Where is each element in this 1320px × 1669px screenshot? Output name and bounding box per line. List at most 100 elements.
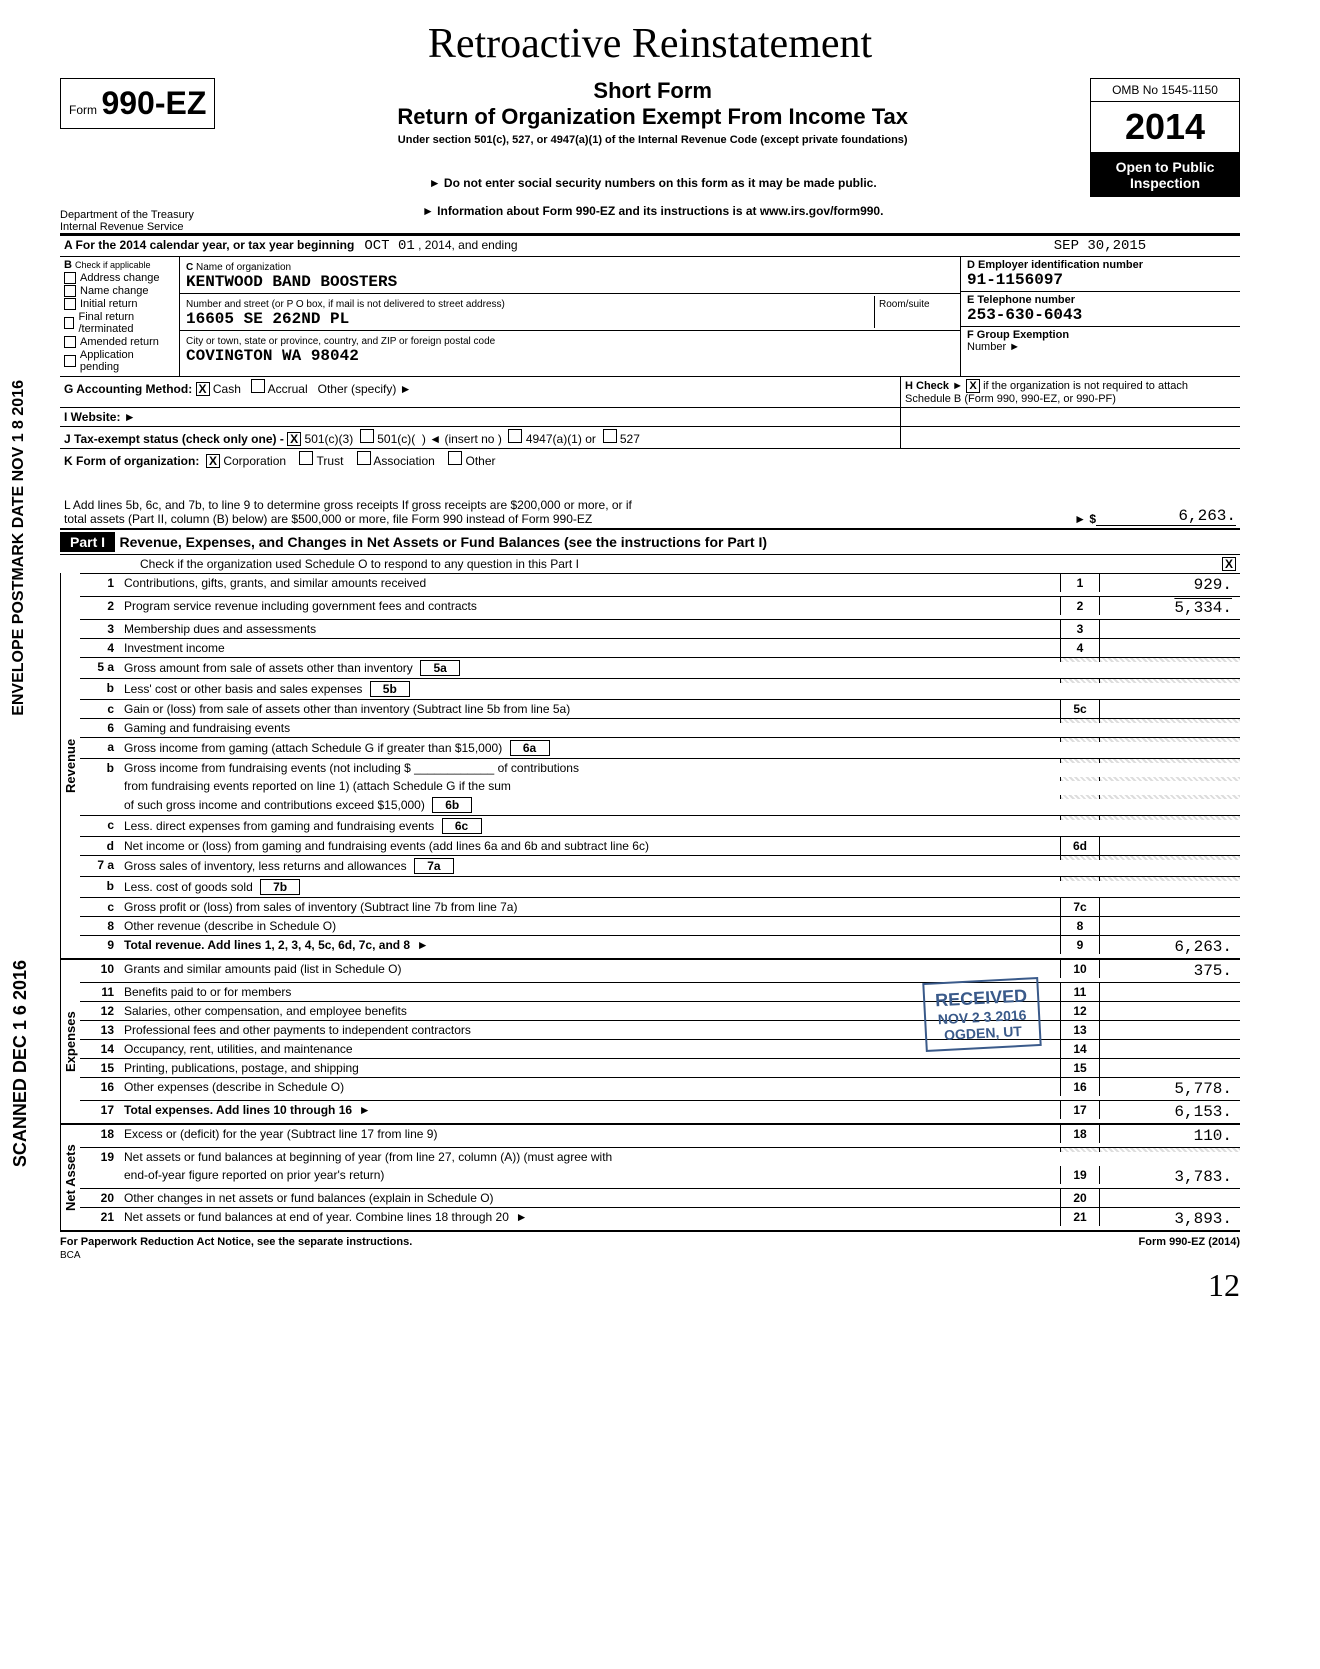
- ln6-no: 6: [80, 719, 120, 737]
- section-b-checkboxes: B Check if applicable Address change Nam…: [60, 257, 180, 376]
- short-form-title: Short Form: [235, 78, 1070, 104]
- ln3-rn: 3: [1060, 620, 1100, 638]
- ln16-rn: 16: [1060, 1078, 1100, 1096]
- ln14-amt: [1100, 1040, 1240, 1044]
- checkbox-corp[interactable]: X: [206, 454, 220, 468]
- cb-init: Initial return: [80, 298, 137, 310]
- k-other: Other: [465, 454, 495, 468]
- checkbox-accrual[interactable]: [251, 379, 265, 393]
- netassets-label: Net Assets: [60, 1125, 80, 1230]
- part1-check-line: Check if the organization used Schedule …: [140, 557, 1222, 571]
- ln6b2-txt: from fundraising events reported on line…: [120, 777, 1060, 795]
- ln11-txt: Benefits paid to or for members: [120, 983, 1060, 1001]
- g-accrual: Accrual: [268, 382, 308, 396]
- ln7b-no: b: [80, 877, 120, 895]
- ln3-no: 3: [80, 620, 120, 638]
- ln13-amt: [1100, 1021, 1240, 1025]
- checkbox-initial-return[interactable]: [64, 298, 76, 310]
- under-section: Under section 501(c), 527, or 4947(a)(1)…: [235, 134, 1070, 146]
- info-link-line: ► Information about Form 990-EZ and its …: [235, 204, 1070, 218]
- ln2-amt: 5,334.: [1100, 597, 1240, 619]
- j-501c: 501(c)(: [377, 432, 415, 446]
- ln15-no: 15: [80, 1059, 120, 1077]
- checkbox-501c[interactable]: [360, 429, 374, 443]
- b-label: B: [64, 259, 72, 271]
- received-stamp: RECEIVED NOV 2 3 2016 OGDEN, UT: [922, 977, 1041, 1052]
- f-num: Number ►: [967, 341, 1020, 353]
- dept-block: Department of the Treasury Internal Reve…: [60, 209, 215, 233]
- ein: 91-1156097: [967, 271, 1063, 289]
- ln5a-txt: Gross amount from sale of assets other t…: [120, 658, 1060, 678]
- ln21-txt: Net assets or fund balances at end of ye…: [120, 1208, 1060, 1226]
- ln5b-no: b: [80, 679, 120, 697]
- ln20-rn: 20: [1060, 1189, 1100, 1207]
- checkbox-h[interactable]: X: [966, 379, 980, 393]
- ln20-txt: Other changes in net assets or fund bala…: [120, 1189, 1060, 1207]
- handwritten-page-number: 12: [60, 1267, 1240, 1304]
- ln7a-txt: Gross sales of inventory, less returns a…: [120, 856, 1060, 876]
- checkbox-address-change[interactable]: [64, 272, 76, 284]
- ln6a-shade: [1060, 738, 1100, 742]
- ln5c-txt: Gain or (loss) from sale of assets other…: [120, 700, 1060, 718]
- ln6b3-txt: of such gross income and contributions e…: [120, 795, 1060, 815]
- ln6c-no: c: [80, 816, 120, 834]
- checkbox-assoc[interactable]: [357, 451, 371, 465]
- checkbox-cash[interactable]: X: [196, 382, 210, 396]
- ln9-no: 9: [80, 936, 120, 954]
- k-label: K Form of organization:: [64, 454, 199, 468]
- checkbox-trust[interactable]: [299, 451, 313, 465]
- omb-box: OMB No 1545-1150: [1090, 78, 1240, 102]
- envelope-stamp: ENVELOPE POSTMARK DATE NOV 1 8 2016: [10, 380, 28, 716]
- checkbox-schedule-o[interactable]: X: [1222, 557, 1236, 571]
- revenue-label: Revenue: [60, 573, 80, 958]
- ln1-txt: Contributions, gifts, grants, and simila…: [120, 574, 1060, 592]
- box-5a: 5a: [420, 660, 460, 676]
- ln6d-txt: Net income or (loss) from gaming and fun…: [120, 837, 1060, 855]
- ln6-amt: [1100, 719, 1240, 723]
- line-a-label: A For the 2014 calendar year, or tax yea…: [64, 238, 354, 252]
- handwritten-header: Retroactive Reinstatement: [60, 20, 1240, 68]
- ln8-rn: 8: [1060, 917, 1100, 935]
- checkbox-final-return[interactable]: [64, 317, 74, 329]
- ln6c-txt: Less. direct expenses from gaming and fu…: [120, 816, 1060, 836]
- cb-amend: Amended return: [80, 336, 159, 348]
- ln20-no: 20: [80, 1189, 120, 1207]
- dept-treasury: Department of the Treasury: [60, 209, 215, 221]
- checkbox-501c3[interactable]: X: [287, 432, 301, 446]
- cb-app: Application pending: [80, 349, 175, 373]
- ln1-amt: 929.: [1100, 574, 1240, 596]
- bca: BCA: [60, 1250, 1240, 1261]
- h-label: H Check ►: [905, 380, 963, 392]
- room-label: Room/suite: [879, 299, 930, 310]
- checkbox-name-change[interactable]: [64, 285, 76, 297]
- ln7c-no: c: [80, 898, 120, 916]
- tax-year: 2014: [1125, 106, 1205, 147]
- checkbox-app-pending[interactable]: [64, 355, 76, 367]
- ln18-txt: Excess or (deficit) for the year (Subtra…: [120, 1125, 1060, 1143]
- checkbox-527[interactable]: [603, 429, 617, 443]
- cb-addr: Address change: [80, 272, 160, 284]
- box-6b: 6b: [432, 797, 472, 813]
- l-line2: total assets (Part II, column (B) below)…: [64, 512, 1036, 526]
- ln14-txt: Occupancy, rent, utilities, and maintena…: [120, 1040, 1060, 1058]
- f-label: F Group Exemption: [967, 329, 1069, 341]
- checkbox-other-org[interactable]: [448, 451, 462, 465]
- scanned-stamp: SCANNED DEC 1 6 2016: [10, 960, 31, 1167]
- ln9-amt: 6,263.: [1100, 936, 1240, 958]
- form-number-box: Form 990-EZ: [60, 78, 215, 129]
- line-a: A For the 2014 calendar year, or tax yea…: [60, 236, 960, 256]
- ln21-rn: 21: [1060, 1208, 1100, 1226]
- checkbox-4947a[interactable]: [508, 429, 522, 443]
- ln18-amt: 110.: [1100, 1125, 1240, 1147]
- ln5b-txt: Less' cost or other basis and sales expe…: [120, 679, 1060, 699]
- ln5b-shade: [1060, 679, 1100, 683]
- ln8-amt: [1100, 917, 1240, 921]
- checkbox-amended[interactable]: [64, 336, 76, 348]
- box-6a: 6a: [510, 740, 550, 756]
- ln6a-txt: Gross income from gaming (attach Schedul…: [120, 738, 1060, 758]
- ln6a-no: a: [80, 738, 120, 756]
- ln12-txt: Salaries, other compensation, and employ…: [120, 1002, 1060, 1020]
- ln2-txt: Program service revenue including govern…: [120, 597, 1060, 615]
- ln7c-amt: [1100, 898, 1240, 902]
- ln15-rn: 15: [1060, 1059, 1100, 1077]
